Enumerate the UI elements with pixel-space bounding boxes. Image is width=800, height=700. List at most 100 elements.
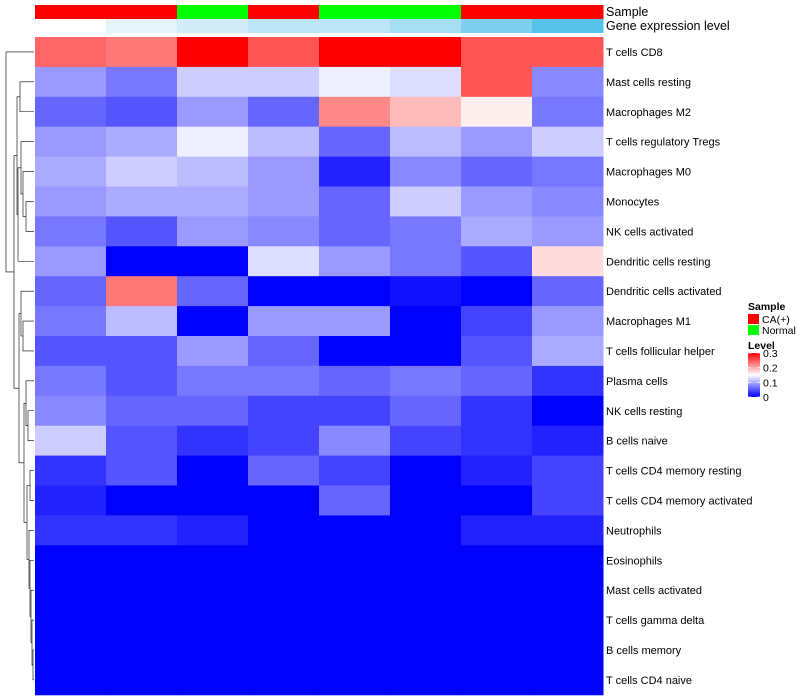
dendrogram-branch — [23, 402, 27, 523]
heatmap-cell — [106, 276, 178, 307]
heatmap-cell — [390, 66, 462, 98]
level-legend-colorbar — [748, 353, 760, 397]
heatmap-cell — [248, 365, 320, 397]
heatmap-cell — [106, 156, 178, 187]
heatmap-cell — [35, 336, 107, 367]
heatmap-cell — [248, 515, 320, 546]
heatmap-cell — [390, 336, 462, 367]
row-label: B cells memory — [606, 645, 682, 657]
dendrogram-branch — [26, 485, 30, 560]
heatmap-cell — [106, 246, 178, 277]
heatmap-cell — [106, 186, 178, 217]
heatmap-cell — [248, 216, 320, 247]
heatmap-cell — [319, 515, 391, 546]
sample-legend-label: CA(+) — [762, 314, 790, 326]
heatmap-cell — [248, 455, 320, 486]
heatmap-cell — [177, 216, 249, 247]
heatmap-cell — [390, 276, 462, 307]
heatmap-cell — [532, 37, 604, 68]
gene-expression-annotation-cell — [35, 19, 107, 33]
heatmap-cell — [106, 425, 178, 457]
heatmap-cell — [461, 605, 533, 636]
sample-annotation-cell — [532, 5, 604, 19]
heatmap-cell — [177, 485, 249, 516]
sample-annotation-cell — [106, 5, 178, 19]
heatmap-cell — [390, 96, 462, 128]
heatmap-cell — [248, 37, 320, 68]
heatmap-cell — [461, 66, 533, 98]
row-label: Mast cells activated — [606, 585, 702, 597]
heatmap-cell — [177, 635, 249, 666]
heatmap-cell — [532, 425, 604, 457]
level-legend-title: Level — [748, 340, 775, 352]
heatmap-cell — [390, 575, 462, 606]
dendrogram-branch — [29, 559, 34, 617]
heatmap-cell — [532, 395, 604, 427]
sample-legend-swatch — [748, 314, 759, 324]
heatmap-cell — [390, 515, 462, 546]
heatmap-cell — [35, 425, 107, 457]
heatmap-cell — [35, 515, 107, 546]
heatmap-cell — [35, 246, 107, 277]
heatmap-cell — [461, 216, 533, 247]
heatmap-cell — [248, 605, 320, 636]
sample-annotation-cell — [390, 5, 462, 19]
row-label: Eosinophils — [606, 555, 663, 567]
heatmap-cell — [390, 216, 462, 247]
heatmap-cell — [177, 276, 249, 307]
heatmap-cell — [106, 515, 178, 546]
row-label: NK cells resting — [606, 406, 682, 418]
row-label: Macrophages M0 — [606, 167, 691, 179]
heatmap-cell — [390, 455, 462, 486]
heatmap-cell — [35, 306, 107, 337]
sample-annotation-cell — [177, 5, 249, 19]
heatmap-cell — [390, 485, 462, 516]
heatmap-cell — [106, 455, 178, 486]
heatmap-cell — [319, 605, 391, 636]
row-labels: T cells CD8 Mast cells resting Macrophages… — [606, 47, 753, 687]
heatmap-cell — [461, 425, 533, 457]
heatmap-cell — [248, 186, 320, 217]
heatmap-cells — [35, 37, 604, 696]
sample-annotation-cell — [248, 5, 320, 19]
heatmap-cell — [319, 186, 391, 217]
heatmap-cell — [461, 276, 533, 307]
heatmap-cell — [35, 186, 107, 217]
dendrogram-branch — [5, 51, 34, 273]
heatmap-cell — [35, 575, 107, 606]
heatmap-cell — [461, 246, 533, 277]
heatmap-cell — [106, 545, 178, 576]
heatmap-cell — [390, 635, 462, 666]
column-annotation-bars — [35, 5, 604, 33]
heatmap-cell — [532, 126, 604, 158]
heatmap-cell — [106, 126, 178, 158]
heatmap-cell — [532, 186, 604, 217]
heatmap-cell — [319, 156, 391, 187]
heatmap-cell — [532, 515, 604, 546]
heatmap-cell — [177, 156, 249, 187]
row-label: T cells follicular helper — [606, 346, 715, 358]
heatmap-cell — [106, 575, 178, 606]
heatmap-cell — [319, 635, 391, 666]
heatmap-cell — [177, 186, 249, 217]
heatmap-cell — [532, 336, 604, 367]
heatmap-cell — [461, 545, 533, 576]
heatmap-cell — [248, 664, 320, 696]
heatmap-cell — [532, 216, 604, 247]
heatmap-cell — [319, 365, 391, 397]
heatmap-cell — [390, 395, 462, 427]
heatmap-cell — [35, 96, 107, 128]
gene-expression-annotation-cell — [319, 19, 391, 33]
heatmap-cell — [35, 664, 107, 696]
heatmap-cell — [35, 635, 107, 666]
heatmap-cell — [177, 664, 249, 696]
heatmap-cell — [319, 276, 391, 307]
heatmap-cell — [532, 455, 604, 486]
heatmap-cell — [106, 37, 178, 68]
heatmap-cell — [248, 66, 320, 98]
heatmap-cell — [35, 216, 107, 247]
heatmap-cell — [532, 66, 604, 98]
heatmap-cell — [106, 216, 178, 247]
heatmap-cell — [106, 485, 178, 516]
heatmap-cell — [461, 126, 533, 158]
